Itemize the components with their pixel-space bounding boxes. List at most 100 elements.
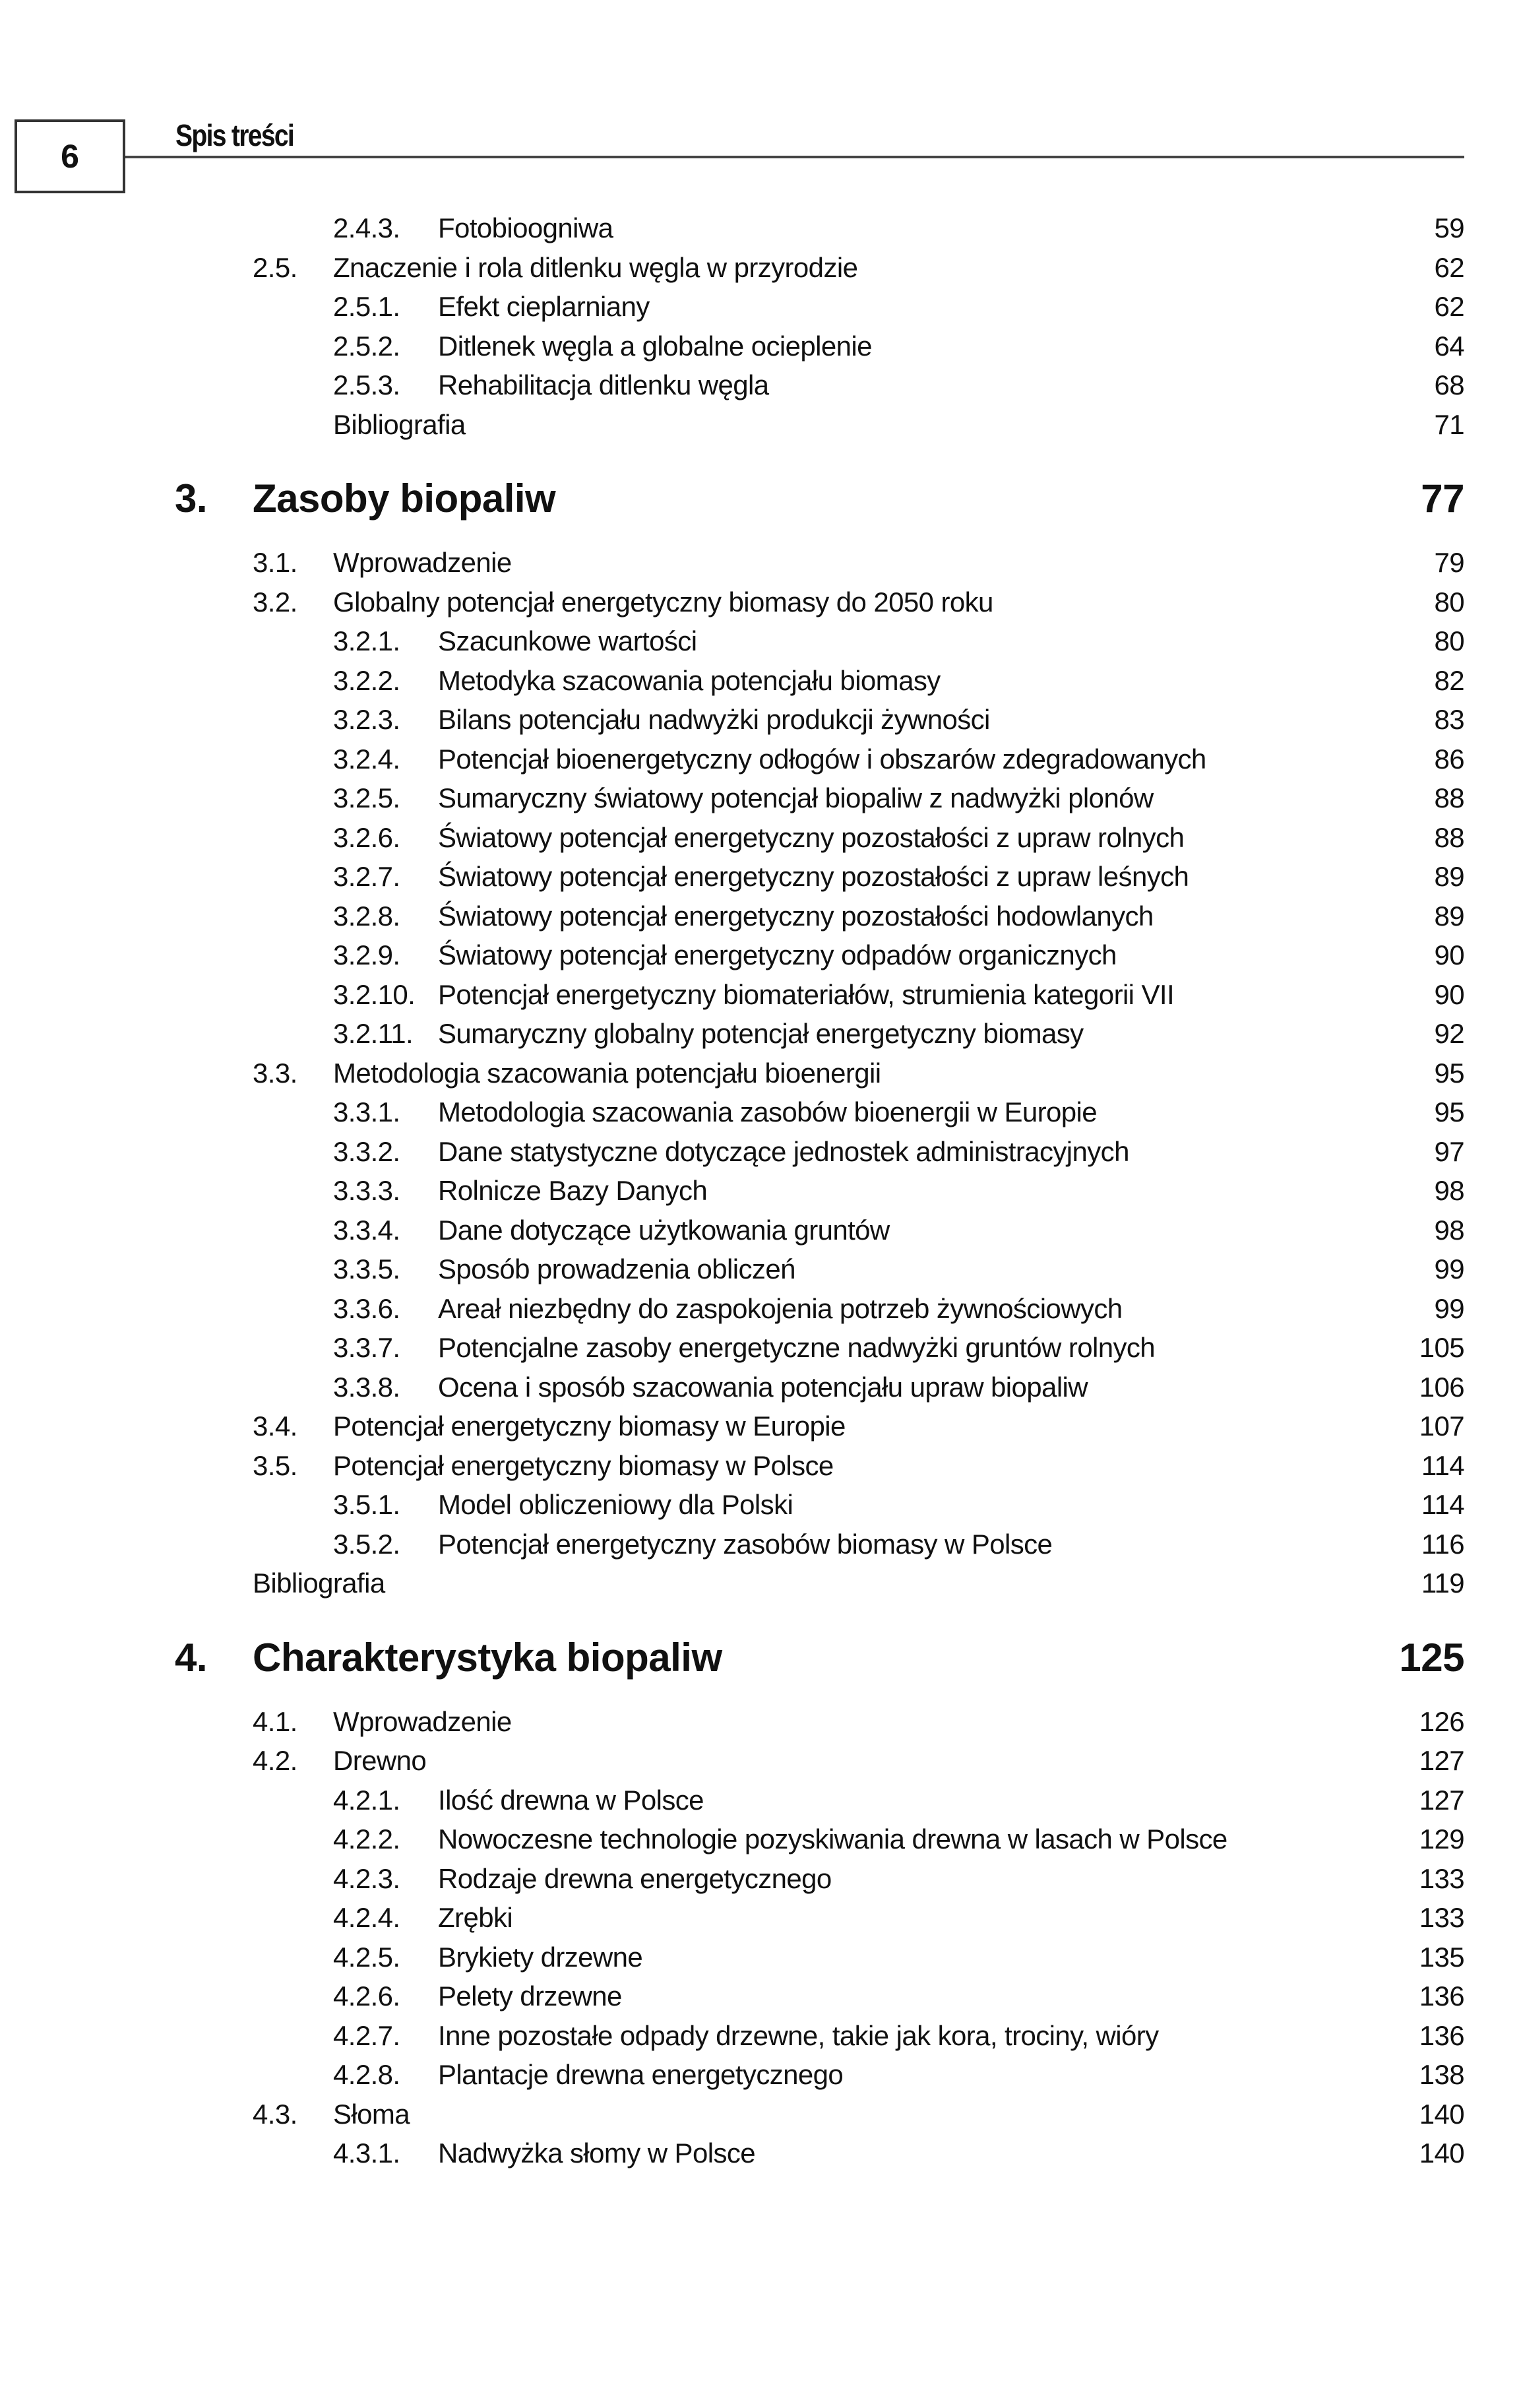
entry-number: 3.3.3. (333, 1175, 400, 1206)
entry-page: 59 (1434, 212, 1464, 243)
entry-title: Słoma (333, 2098, 410, 2130)
entry-page: 89 (1434, 900, 1464, 932)
entry-page: 90 (1434, 939, 1464, 970)
entry-title: Zasoby biopaliw (253, 476, 556, 521)
entry-title: Wprowadzenie (333, 547, 512, 578)
entry-title: Wprowadzenie (333, 1705, 512, 1737)
toc-entry: 3.2.11. Sumaryczny globalny potencjał ene… (0, 1014, 1521, 1054)
entry-page: 88 (1434, 821, 1464, 853)
entry-page: 114 (1421, 1449, 1465, 1481)
toc-entry: 3.2.6. Światowy potencjał energetyczny po… (0, 818, 1521, 858)
entry-number: 4.3. (253, 2098, 297, 2130)
toc-entry: 2.5.1. Efekt cieplarniany 62 (0, 287, 1521, 327)
entry-title: Efekt cieplarniany (438, 291, 650, 322)
entry-number: 3.2.8. (333, 900, 400, 932)
toc-entry: 4.2.3. Rodzaje drewna energetycznego 133 (0, 1859, 1521, 1899)
entry-number: 4.3.1. (333, 2138, 400, 2169)
entry-number: 4. (175, 1635, 208, 1680)
entry-number: 3.3.2. (333, 1135, 400, 1167)
entry-number: 4.2.6. (333, 1980, 400, 2012)
toc-entry: 3.2.8. Światowy potencjał energetyczny po… (0, 897, 1521, 936)
entry-title: Model obliczeniowy dla Polski (438, 1489, 793, 1520)
page-number: 6 (61, 138, 79, 175)
toc-entry: 3.4. Potencjał energetyczny biomasy w Eur… (0, 1407, 1521, 1446)
toc-entry: 3.1. Wprowadzenie 79 (0, 543, 1521, 583)
entry-title: Drewno (333, 1745, 427, 1776)
entry-page: 126 (1419, 1705, 1465, 1737)
toc-entry: 3.3.8. Ocena i sposób szacowania potencja… (0, 1368, 1521, 1407)
entry-number: 4.2.4. (333, 1902, 400, 1933)
toc-entry: 4.2.2. Nowoczesne technologie pozyskiwani… (0, 1820, 1521, 1859)
toc-entry: 4.2.4. Zrębki 133 (0, 1898, 1521, 1938)
entry-number: 4.2. (253, 1745, 297, 1776)
entry-title: Znaczenie i rola ditlenku węgla w przyro… (333, 251, 858, 283)
entry-page: 99 (1434, 1292, 1464, 1324)
toc-entry: 3.5.1. Model obliczeniowy dla Polski 114 (0, 1485, 1521, 1525)
entry-title: Ilość drewna w Polsce (438, 1784, 704, 1816)
toc-entry: 3.2.9. Światowy potencjał energetyczny od… (0, 935, 1521, 975)
entry-page: 135 (1419, 1941, 1465, 1973)
entry-page: 99 (1434, 1253, 1464, 1284)
entry-title: Dane dotyczące użytkowania gruntów (438, 1214, 890, 1246)
entry-title: Światowy potencjał energetyczny pozostał… (438, 861, 1189, 892)
entry-title: Ocena i sposób szacowania potencjału upr… (438, 1371, 1088, 1403)
entry-page: 140 (1419, 2098, 1465, 2130)
entry-number: 3.5. (253, 1449, 297, 1481)
entry-number: 3.2.6. (333, 821, 400, 853)
entry-page: 116 (1421, 1528, 1465, 1560)
toc-entry: 3.2.7. Światowy potencjał energetyczny po… (0, 857, 1521, 897)
entry-page: 129 (1419, 1823, 1465, 1854)
entry-page: 127 (1419, 1784, 1465, 1816)
entry-number: 3.1. (253, 547, 297, 578)
entry-number: 3.3.5. (333, 1253, 400, 1284)
entry-page: 136 (1419, 1980, 1465, 2012)
toc-entry: 3.3.1. Metodologia szacowania zasobów bio… (0, 1093, 1521, 1132)
toc-chapter: 4. Charakterystyka biopaliw 125 (0, 1603, 1521, 1702)
entry-number: 4.2.8. (333, 2059, 400, 2090)
entry-page: 125 (1399, 1635, 1464, 1680)
entry-title: Rolnicze Bazy Danych (438, 1175, 708, 1206)
entry-number: 3. (175, 476, 208, 521)
page-number-box: 6 (15, 119, 125, 193)
entry-title: Metodyka szacowania potencjału biomasy (438, 664, 941, 696)
entry-title: Ditlenek węgla a globalne ocieplenie (438, 330, 872, 362)
entry-number: 3.2.2. (333, 664, 400, 696)
entry-title: Rehabilitacja ditlenku węgla (438, 369, 769, 400)
entry-number: 3.2.3. (333, 704, 400, 735)
entry-title: Światowy potencjał energetyczny odpadów … (438, 939, 1117, 970)
entry-page: 127 (1419, 1745, 1465, 1776)
entry-number: 2.4.3. (333, 212, 400, 243)
entry-title: Potencjał energetyczny zasobów biomasy w… (438, 1528, 1053, 1560)
entry-page: 92 (1434, 1018, 1464, 1049)
entry-number: 3.3.8. (333, 1371, 400, 1403)
entry-title: Dane statystyczne dotyczące jednostek ad… (438, 1135, 1129, 1167)
entry-page: 89 (1434, 861, 1464, 892)
entry-number: 2.5.1. (333, 291, 400, 322)
entry-page: 133 (1419, 1902, 1465, 1933)
entry-page: 119 (1421, 1568, 1465, 1599)
toc-entry: 3.3.4. Dane dotyczące użytkowania gruntów… (0, 1211, 1521, 1250)
toc-entry: 4.3.1. Nadwyżka słomy w Polsce 140 (0, 2134, 1521, 2173)
entry-number: 3.3.6. (333, 1292, 400, 1324)
toc-entry: 3.5.2. Potencjał energetyczny zasobów bio… (0, 1525, 1521, 1564)
entry-title: Bibliografia (253, 1568, 385, 1599)
entry-number: 4.2.1. (333, 1784, 400, 1816)
entry-page: 138 (1419, 2059, 1465, 2090)
toc-entry: 3.3. Metodologia szacowania potencjału bi… (0, 1054, 1521, 1093)
entry-title: Fotobioogniwa (438, 212, 613, 243)
entry-number: 3.2.10. (333, 978, 416, 1010)
entry-title: Brykiety drzewne (438, 1941, 643, 1973)
entry-title: Metodologia szacowania zasobów bioenergi… (438, 1096, 1098, 1127)
entry-title: Globalny potencjał energetyczny biomasy … (333, 586, 993, 618)
entry-page: 98 (1434, 1175, 1464, 1206)
entry-page: 140 (1419, 2138, 1465, 2169)
entry-title: Inne pozostałe odpady drzewne, takie jak… (438, 2019, 1159, 2051)
entry-title: Światowy potencjał energetyczny pozostał… (438, 821, 1185, 853)
entry-title: Charakterystyka biopaliw (253, 1635, 722, 1680)
entry-page: 105 (1419, 1332, 1465, 1363)
running-title: Spis treści (175, 118, 295, 152)
entry-page: 86 (1434, 743, 1464, 775)
entry-page: 80 (1434, 625, 1464, 656)
entry-title: Sumaryczny globalny potencjał energetycz… (438, 1018, 1084, 1049)
entry-page: 82 (1434, 664, 1464, 696)
